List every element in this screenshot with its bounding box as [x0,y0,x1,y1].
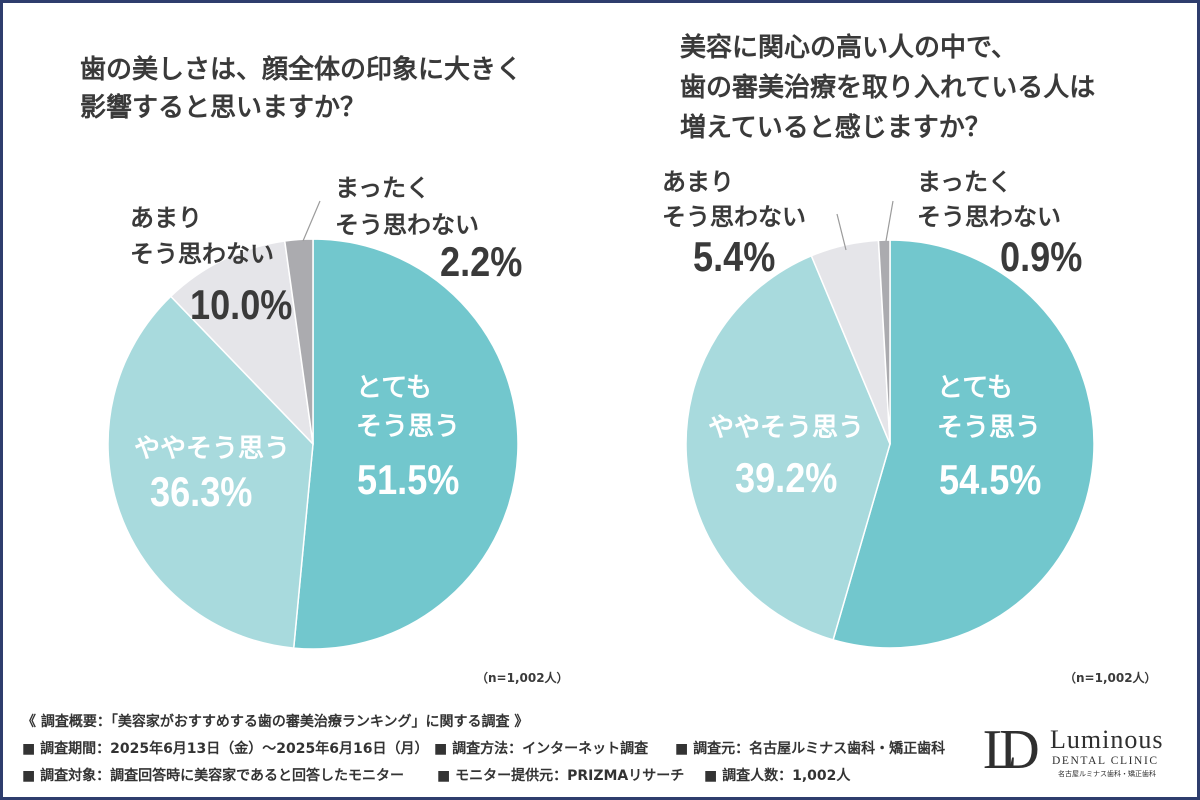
left-pie-slice-somewhat-agree [107,295,314,649]
left-label-somewhat-agree: ややそう思う [134,434,291,464]
right-value-strongly-agree: 54.5% [939,456,1042,503]
clinic-logo-mark: LD [983,719,1039,781]
right-label-strongly-disagree: まったく そう思わない [917,168,1061,231]
left-label-somewhat-disagree: あまり そう思わない [130,204,274,268]
survey-source: ■ 調査元：名古屋ルミナス歯科・矯正歯科 [675,741,946,757]
clinic-logo-name: Luminous [1050,725,1164,754]
survey-target: ■ 調査対象：調査回答時に美容家であると回答したモニター [22,768,404,784]
left-chart-title: 歯の美しさは、顔全体の印象に大きく 影響すると思いますか？ [80,55,523,123]
left-sample-note: （n=1,002人） [476,671,569,685]
right-pie-slice-strongly-disagree [877,239,891,445]
clinic-logo-subtitle: DENTAL CLINIC [1052,755,1159,767]
right-value-strongly-disagree: 0.9% [1000,233,1083,280]
right-label-somewhat-disagree: あまり そう思わない [662,168,806,231]
right-value-somewhat-disagree: 5.4% [693,233,776,280]
left-leader-line-strongly-disagree [302,200,321,242]
right-value-somewhat-agree: 39.2% [735,454,838,501]
survey-summary-heading: 《 調査概要：「美容家がおすすめする歯の審美治療ランキング」に関する調査 》 [22,714,529,730]
right-label-somewhat-agree: ややそう思う [708,413,865,443]
right-sample-note: （n=1,002人） [1064,671,1157,685]
left-value-somewhat-disagree: 10.0% [190,281,293,328]
right-chart-title: 美容に関心の高い人の中で、 歯の審美治療を取り入れている人は 増えていると感じま… [680,33,1096,143]
right-label-strongly-agree: とても そう思う [937,373,1042,443]
right-pie-slice-somewhat-agree [685,255,891,641]
survey-respondents: ■ 調査人数：1,002人 [704,768,851,784]
right-leader-line-somewhat-disagree [836,213,847,251]
left-pie-slice-strongly-disagree [284,238,314,445]
left-label-strongly-agree: とても そう思う [356,373,461,442]
right-pie-chart [685,239,1095,649]
left-label-strongly-disagree: まったく そう思わない [335,174,479,239]
left-value-somewhat-agree: 36.3% [150,468,253,515]
right-leader-line-strongly-disagree [885,200,894,242]
survey-period: ■ 調査期間：2025年6月13日（金）～2025年6月16日（月） [22,741,429,757]
left-pie-chart [107,238,519,650]
right-pie-slice-strongly-agree [832,239,1095,649]
clinic-logo-japanese-name: 名古屋ルミナス歯科・矯正歯科 [1058,770,1156,778]
left-value-strongly-agree: 51.5% [357,456,460,503]
left-pie-slice-somewhat-disagree [170,240,314,445]
monitor-provider: ■ モニター提供元：PRIZMAリサーチ [437,768,685,784]
survey-method: ■ 調査方法：インターネット調査 [434,741,649,757]
left-value-strongly-disagree: 2.2% [440,238,523,285]
left-pie-slice-strongly-agree [292,238,519,650]
